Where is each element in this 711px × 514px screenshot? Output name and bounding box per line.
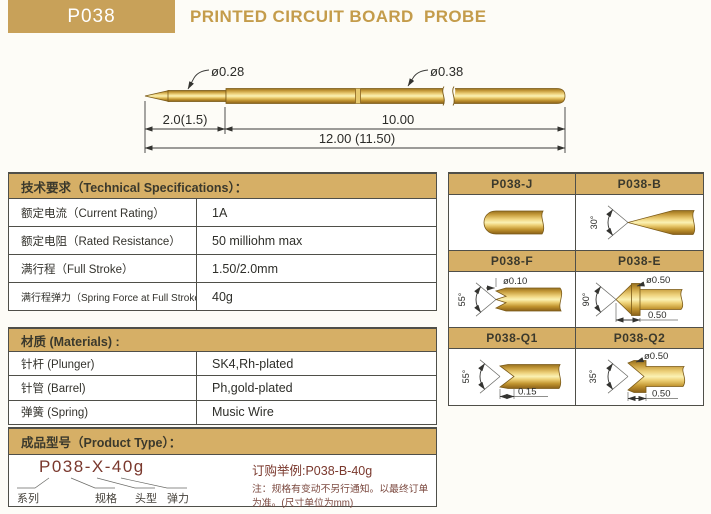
probe-tip-cone [144, 89, 170, 103]
tip-model-header: P038-Q1 [449, 328, 576, 349]
table-row: 针管 (Barrel) Ph,gold-plated [9, 376, 436, 401]
materials-table-title: 材质 (Materials) : [9, 329, 436, 352]
tip-model-header: P038-Q2 [576, 328, 703, 349]
code-part-label-series: 系列 [17, 493, 39, 505]
specs-table: 技术要求（Technical Specifications）： 额定电流（Cur… [8, 172, 437, 311]
tip-model-header: P038-F [449, 251, 576, 272]
tip-drawing-q2: 35° ø0.50 0.50 [588, 351, 685, 402]
tip-drawing-q1: 55° 0.15 [461, 359, 562, 400]
materials-table: 材质 (Materials) : 针杆 (Plunger) SK4,Rh-pla… [8, 327, 437, 426]
spec-value: 50 milliohm max [212, 233, 303, 248]
tip-angle-label: 55° [457, 292, 467, 306]
tip-length-label: 0.15 [518, 387, 537, 398]
tip-angle-label: 90° [581, 292, 591, 306]
table-row: 额定电阻（Rated Resistance） 50 milliohm max [9, 227, 436, 255]
tip-dia-label: ø0.50 [646, 275, 670, 286]
tip-dia-label: ø0.50 [644, 351, 668, 362]
tip-drawing-f: 55° ø0.10 [457, 276, 563, 316]
product-code: P038 [67, 5, 116, 27]
tip-cell: 30° [576, 195, 703, 251]
tip-model-header: P038-B [576, 174, 703, 195]
tip-cell [449, 195, 576, 251]
table-row: 额定电流（Current Rating） 1A [9, 199, 436, 227]
tip-model-header: P038-E [576, 251, 703, 272]
tip-angle-label: 30° [589, 215, 599, 229]
model-code-leader-lines [17, 477, 187, 489]
probe-plunger [167, 90, 227, 102]
product-type-box: 成品型号（Product Type）： P038-X-40g 系列 规格 头型 … [8, 427, 437, 509]
product-code-block: P038 [8, 0, 175, 33]
product-type-title: 成品型号（Product Type）： [9, 429, 436, 455]
table-row: 满行程弹力（Spring Force at Full Stroke） 40g [9, 283, 436, 310]
spec-label: 满行程弹力（Spring Force at Full Stroke） [9, 283, 197, 310]
material-value: SK4,Rh-plated [212, 356, 294, 371]
material-label: 弹簧 (Spring) [9, 400, 197, 425]
material-value: Ph,gold-plated [212, 381, 293, 396]
material-label: 针杆 (Plunger) [9, 352, 197, 376]
product-type-content: P038-X-40g 系列 规格 头型 弹力 订购举例:P038-B-40g 注… [9, 455, 436, 509]
tip-cell: 55° 0.15 [449, 349, 576, 405]
tip-angle-label: 55° [461, 369, 471, 383]
table-row: 弹簧 (Spring) Music Wire [9, 400, 436, 425]
tip-drawing-e: 90° ø0.50 0.50 [581, 275, 683, 323]
spec-value: 1A [212, 205, 228, 220]
code-part-label-spec: 规格 [95, 493, 117, 505]
spec-value: 1.50/2.0mm [212, 261, 279, 276]
probe-barrel [225, 88, 566, 104]
dim-barrel-diameter: ø0.38 [430, 64, 463, 79]
material-label: 针管 (Barrel) [9, 376, 197, 400]
dim-tip-length: 2.0(1.5) [163, 112, 208, 127]
table-row: 针杆 (Plunger) SK4,Rh-plated [9, 352, 436, 377]
code-part-label-head: 头型 [135, 493, 157, 505]
dim-plunger-diameter: ø0.28 [211, 64, 244, 79]
order-example: 订购举例:P038-B-40g [252, 464, 373, 478]
dim-barrel-length: 10.00 [382, 112, 415, 127]
tip-drawing-j [483, 210, 545, 234]
tip-dia-label: ø0.10 [503, 276, 527, 287]
spec-label: 额定电流（Current Rating） [9, 199, 197, 226]
specs-table-title: 技术要求（Technical Specifications）： [9, 174, 436, 199]
tip-drawing-b: 30° [589, 205, 695, 239]
order-note: 注：规格有变动不另行通知。以最终订单为准。(尺寸单位为mm) [252, 484, 429, 509]
table-row: 满行程（Full Stroke） 1.50/2.0mm [9, 255, 436, 283]
tip-cell: 55° ø0.10 [449, 272, 576, 328]
page-title: PRINTED CIRCUIT BOARD PROBE [190, 7, 487, 26]
material-value: Music Wire [212, 405, 274, 420]
tip-angle-label: 35° [588, 369, 598, 383]
spec-label: 额定电阻（Rated Resistance） [9, 227, 197, 254]
tip-model-header: P038-J [449, 174, 576, 195]
probe-dimension-drawing: ø0.28 ø0.38 2.0(1.5) 10.00 12.00 (11.50) [144, 64, 566, 153]
spec-label: 满行程（Full Stroke） [9, 255, 197, 282]
code-part-label-force: 弹力 [167, 493, 189, 505]
break-symbol [442, 86, 456, 106]
tip-length-label: 0.50 [652, 389, 671, 400]
dim-total-length: 12.00 (11.50) [319, 131, 395, 146]
crimp-ring [355, 88, 361, 104]
tip-cell: 35° ø0.50 0.50 [576, 349, 703, 405]
model-code: P038-X-40g [39, 457, 145, 476]
tip-length-label: 0.50 [648, 310, 667, 321]
spec-value: 40g [212, 289, 233, 304]
tip-cell: 90° ø0.50 0.50 [576, 272, 703, 328]
tip-type-grid: P038-J P038-B 30° P038-F P038-E [448, 172, 704, 406]
